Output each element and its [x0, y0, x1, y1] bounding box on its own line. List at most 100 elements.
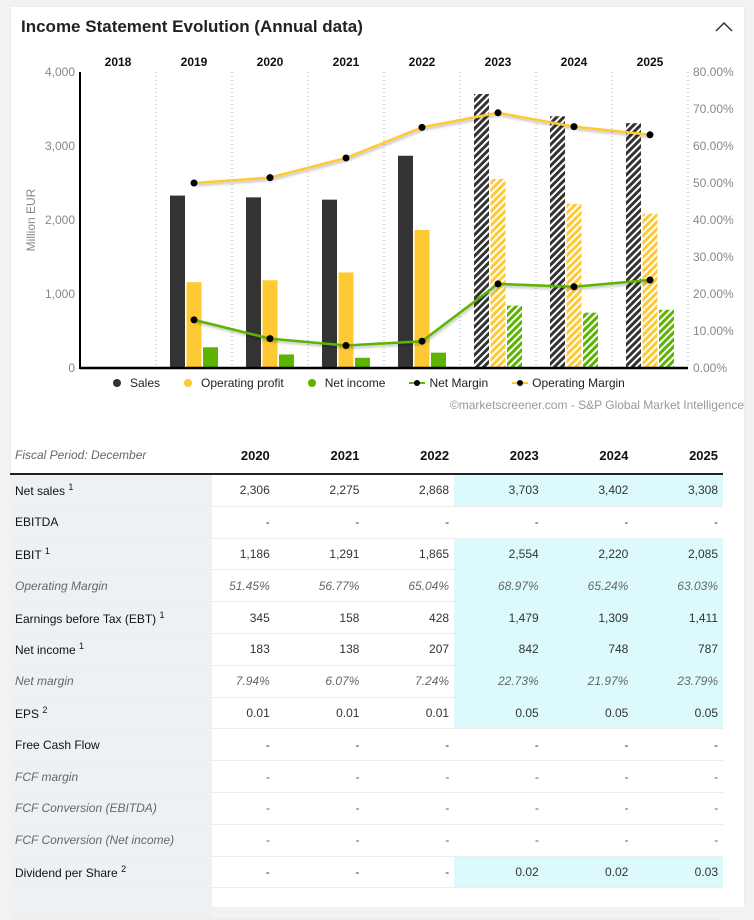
- point-operating-margin: [646, 131, 654, 139]
- table-row: EBIT 1 1,186 1,291 1,865 2,554 2,220 2,085: [10, 538, 723, 571]
- cell-2020: -: [211, 506, 275, 539]
- row-label: Net income 1: [10, 633, 212, 666]
- footnote-ref[interactable]: 2: [42, 704, 48, 715]
- cell-2022: 65.04%: [364, 569, 455, 603]
- y-tick-label: 0: [68, 361, 75, 375]
- point-operating-margin: [418, 123, 426, 131]
- cell-2021: -: [274, 760, 365, 793]
- cell-2025: 3,308: [633, 474, 723, 507]
- row-label-text: Free Cash Flow: [15, 737, 100, 752]
- cell-2023: 22.73%: [454, 665, 544, 698]
- cell-2021: 2,275: [274, 474, 365, 507]
- cell-2020: 345: [211, 601, 275, 634]
- cell-2020: 183: [211, 633, 275, 666]
- card-title: Income Statement Evolution (Annual data): [21, 17, 363, 36]
- point-net-margin: [190, 316, 198, 324]
- footnote-ref[interactable]: 1: [68, 482, 74, 493]
- point-net-margin: [494, 280, 502, 288]
- legend-item-net-income[interactable]: Net income: [307, 376, 386, 390]
- cell-2022: -: [364, 824, 455, 857]
- bar-net-income-2024: [583, 312, 598, 368]
- cell-2025: 23.79%: [633, 665, 723, 698]
- cell-2022: 2,868: [364, 474, 455, 507]
- cell-2022: 7.24%: [364, 665, 455, 698]
- row-label-text: EBIT: [15, 547, 42, 562]
- cell-2023: 0.05: [454, 697, 544, 730]
- cell-2023: [454, 887, 544, 920]
- cell-2022: 0.01: [364, 697, 455, 730]
- cell-2023: 842: [454, 633, 544, 666]
- bar-net-income-2020: [279, 354, 294, 368]
- collapse-button[interactable]: [714, 19, 734, 35]
- row-label: FCF margin: [10, 760, 212, 793]
- point-operating-margin: [494, 109, 502, 117]
- table-row: Net income 1 183 138 207 842 748 787: [10, 633, 723, 666]
- cell-2021: 56.77%: [274, 569, 365, 603]
- bar-net-income-2019: [203, 347, 218, 368]
- cell-2023: 3,703: [454, 474, 544, 507]
- cell-2022: 207: [364, 633, 455, 666]
- cell-2021: -: [274, 792, 365, 825]
- footnote-ref[interactable]: 1: [79, 641, 85, 652]
- x-tick-label: 2021: [333, 55, 360, 69]
- cell-2024: 2,220: [543, 538, 634, 571]
- chart-source: ©marketscreener.com - S&P Global Market …: [449, 398, 744, 412]
- bar-sales-2025: [626, 123, 641, 368]
- cell-2024: 0.05: [543, 697, 634, 730]
- cell-2024: 3,402: [543, 474, 634, 507]
- x-tick-label: 2020: [257, 55, 284, 69]
- cell-2021: -: [274, 728, 365, 762]
- cell-2023: 1,479: [454, 601, 544, 634]
- row-label-text: Net margin: [15, 674, 74, 689]
- cell-2022: -: [364, 856, 455, 889]
- cell-2023: -: [454, 506, 544, 539]
- income-statement-table: Fiscal Period: December 2020 2021 2022 2…: [10, 437, 723, 920]
- y2-tick-label: 40.00%: [693, 213, 734, 227]
- cell-2020: [211, 887, 275, 920]
- cell-2020: -: [211, 760, 275, 793]
- x-tick-label: 2018: [105, 55, 132, 69]
- cell-2020: -: [211, 856, 275, 889]
- legend-item-operating-profit[interactable]: Operating profit: [184, 376, 284, 390]
- legend-label: Net Margin: [429, 376, 489, 390]
- cell-2024: 748: [543, 633, 634, 666]
- year-header: 2023: [454, 437, 544, 475]
- year-header: 2025: [633, 437, 723, 475]
- cell-2024: 21.97%: [543, 665, 634, 698]
- cell-2024: 0.02: [543, 856, 634, 889]
- footnote-ref[interactable]: 1: [44, 545, 50, 556]
- point-operating-margin: [190, 179, 198, 187]
- point-operating-margin: [342, 154, 350, 162]
- cell-2021: [274, 887, 365, 920]
- x-tick-label: 2022: [409, 55, 436, 69]
- cell-2021: 1,291: [274, 538, 365, 571]
- point-operating-margin: [266, 174, 274, 182]
- cell-2023: 2,554: [454, 538, 544, 571]
- legend-label: Net income: [324, 376, 386, 390]
- row-label-text: Net income: [15, 643, 76, 658]
- row-label: EBIT 1: [10, 538, 212, 571]
- cell-2023: -: [454, 824, 544, 857]
- cell-2021: -: [274, 856, 365, 889]
- footnote-ref[interactable]: 2: [121, 863, 127, 874]
- legend-item-operating-margin[interactable]: Operating Margin: [512, 376, 625, 390]
- row-label: Net sales 1: [10, 474, 212, 507]
- table-row: Operating Margin 51.45% 56.77% 65.04% 68.97%…: [10, 569, 723, 603]
- row-label: FCF Conversion (EBITDA): [10, 792, 212, 825]
- legend-item-sales[interactable]: Sales: [113, 376, 160, 390]
- legend-item-net-margin[interactable]: Net Margin: [409, 376, 488, 390]
- point-net-margin: [266, 335, 274, 343]
- bar-sales-2019: [170, 195, 185, 368]
- row-label: FCF Conversion (Net income): [10, 824, 212, 857]
- table-row: FCF margin - - - - - -: [10, 760, 723, 793]
- cell-2022: 1,865: [364, 538, 455, 571]
- year-header: 2020: [211, 437, 275, 475]
- cell-2025: -: [633, 760, 723, 793]
- cell-2024: [543, 887, 634, 920]
- cell-2021: 158: [274, 601, 365, 634]
- x-tick-label: 2023: [485, 55, 512, 69]
- year-header: 2022: [364, 437, 455, 475]
- footnote-ref[interactable]: 1: [159, 609, 165, 620]
- bar-sales-2022: [398, 155, 413, 368]
- row-label-text: Dividend per Share: [15, 865, 118, 880]
